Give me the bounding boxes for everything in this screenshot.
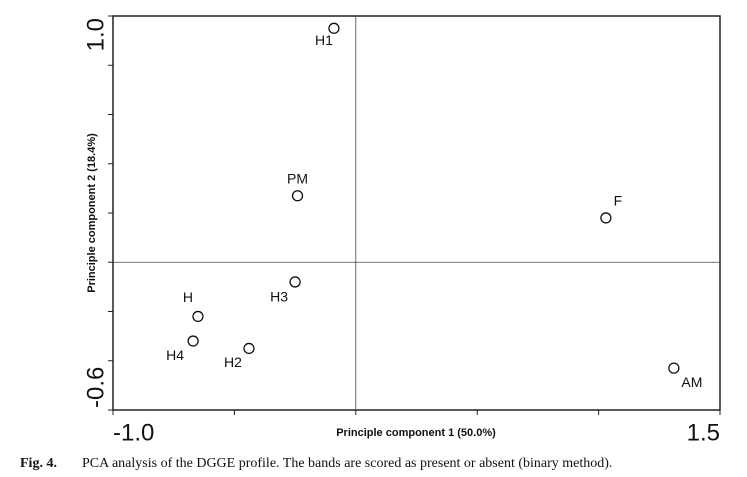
point-label: F — [614, 193, 623, 209]
y-tick-label: -0.6 — [82, 367, 109, 408]
point — [243, 342, 255, 355]
caption-label: Fig. 4. — [20, 456, 57, 471]
x-tick-label: 1.5 — [687, 419, 720, 446]
y-tick-label: 1.0 — [82, 18, 109, 51]
point-label: H1 — [315, 32, 333, 48]
point-label: H — [183, 289, 193, 305]
point-label: H3 — [270, 289, 288, 305]
x-tick-label: -1.0 — [113, 419, 154, 446]
point — [192, 310, 204, 323]
point — [289, 276, 301, 288]
point-label: PM — [287, 170, 308, 186]
point — [291, 190, 304, 202]
point-label: H4 — [166, 347, 184, 363]
plot-frame — [112, 15, 721, 411]
x-axis-title: Principle component 1 (50.0%) — [336, 427, 496, 439]
point — [600, 212, 612, 224]
point — [668, 362, 680, 374]
point — [187, 335, 199, 347]
point-label: H2 — [224, 354, 242, 370]
caption-text: PCA analysis of the DGGE profile. The ba… — [82, 456, 612, 471]
point — [328, 22, 340, 34]
point-label: AM — [681, 374, 702, 390]
y-axis-title: Principle component 2 (18.4%) — [86, 133, 98, 293]
